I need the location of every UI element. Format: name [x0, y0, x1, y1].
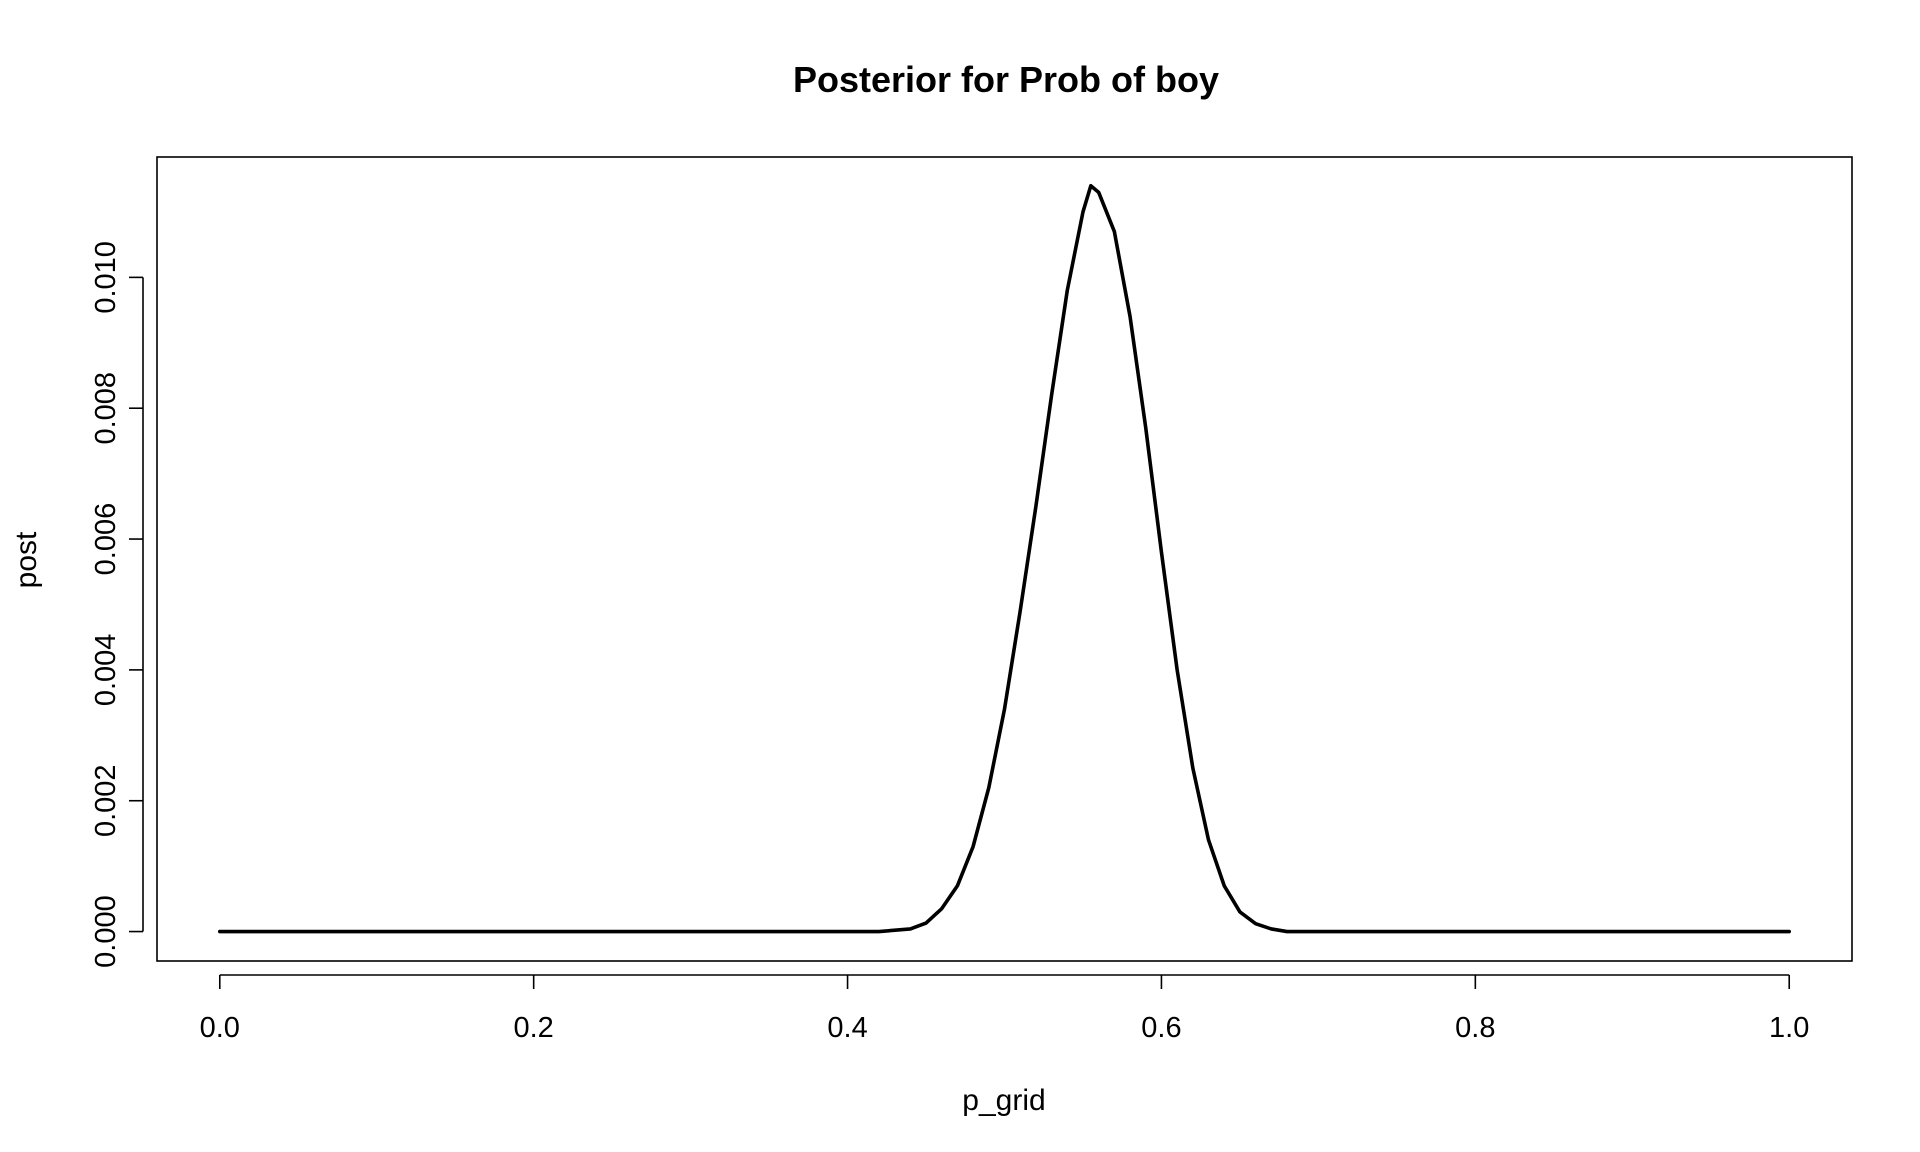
- y-tick-label: 0.008: [90, 372, 122, 445]
- x-tick-label: 0.2: [514, 1012, 554, 1044]
- y-tick-label: 0.006: [90, 503, 122, 576]
- plot-frame: [156, 156, 1853, 962]
- x-axis-label: p_grid: [962, 1084, 1045, 1117]
- y-tick-label: 0.002: [90, 764, 122, 837]
- y-tick-label: 0.004: [90, 634, 122, 707]
- x-tick-label: 0.0: [200, 1012, 240, 1044]
- series-line: [217, 183, 1792, 934]
- x-tick-label: 1.0: [1769, 1012, 1809, 1044]
- y-axis: 0.000 0.002 0.004 0.006 0.008 0.010: [90, 241, 144, 968]
- x-axis: 0.0 0.2 0.4 0.6 0.8 1.0: [200, 974, 1809, 1044]
- y-axis-label: post: [10, 531, 43, 588]
- x-tick-label: 0.6: [1141, 1012, 1181, 1044]
- chart-title: Posterior for Prob of boy: [793, 59, 1219, 100]
- x-tick-label: 0.4: [827, 1012, 867, 1044]
- series-layer: [217, 183, 1792, 934]
- y-tick-label: 0.000: [90, 895, 122, 968]
- x-tick-label: 0.8: [1455, 1012, 1495, 1044]
- y-tick-label: 0.010: [90, 241, 122, 314]
